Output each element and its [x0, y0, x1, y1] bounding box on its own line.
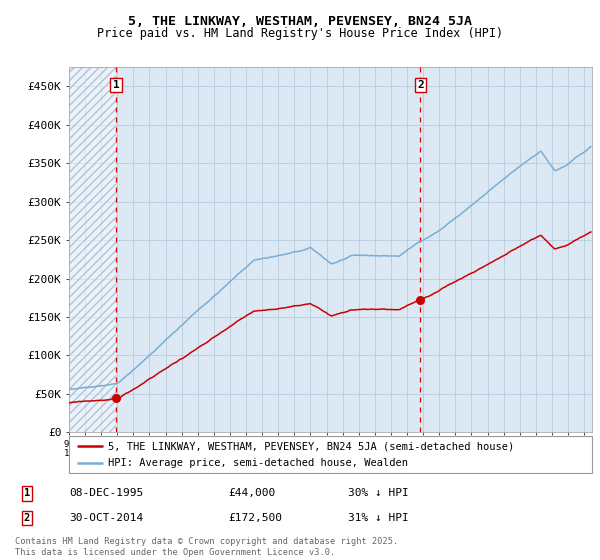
Text: £172,500: £172,500: [228, 513, 282, 523]
Text: 30-OCT-2014: 30-OCT-2014: [69, 513, 143, 523]
Text: 2: 2: [417, 80, 424, 90]
Text: HPI: Average price, semi-detached house, Wealden: HPI: Average price, semi-detached house,…: [108, 458, 408, 468]
Text: Price paid vs. HM Land Registry's House Price Index (HPI): Price paid vs. HM Land Registry's House …: [97, 27, 503, 40]
Text: 08-DEC-1995: 08-DEC-1995: [69, 488, 143, 498]
Bar: [69, 67, 116, 432]
Text: 5, THE LINKWAY, WESTHAM, PEVENSEY, BN24 5JA: 5, THE LINKWAY, WESTHAM, PEVENSEY, BN24 …: [128, 15, 472, 27]
Text: 1: 1: [113, 80, 119, 90]
Text: Contains HM Land Registry data © Crown copyright and database right 2025.
This d: Contains HM Land Registry data © Crown c…: [15, 537, 398, 557]
Text: £44,000: £44,000: [228, 488, 275, 498]
Text: 2: 2: [24, 513, 30, 523]
Text: 5, THE LINKWAY, WESTHAM, PEVENSEY, BN24 5JA (semi-detached house): 5, THE LINKWAY, WESTHAM, PEVENSEY, BN24 …: [108, 441, 514, 451]
Text: 31% ↓ HPI: 31% ↓ HPI: [348, 513, 409, 523]
Text: 30% ↓ HPI: 30% ↓ HPI: [348, 488, 409, 498]
Text: 1: 1: [24, 488, 30, 498]
Bar: [69, 67, 116, 432]
